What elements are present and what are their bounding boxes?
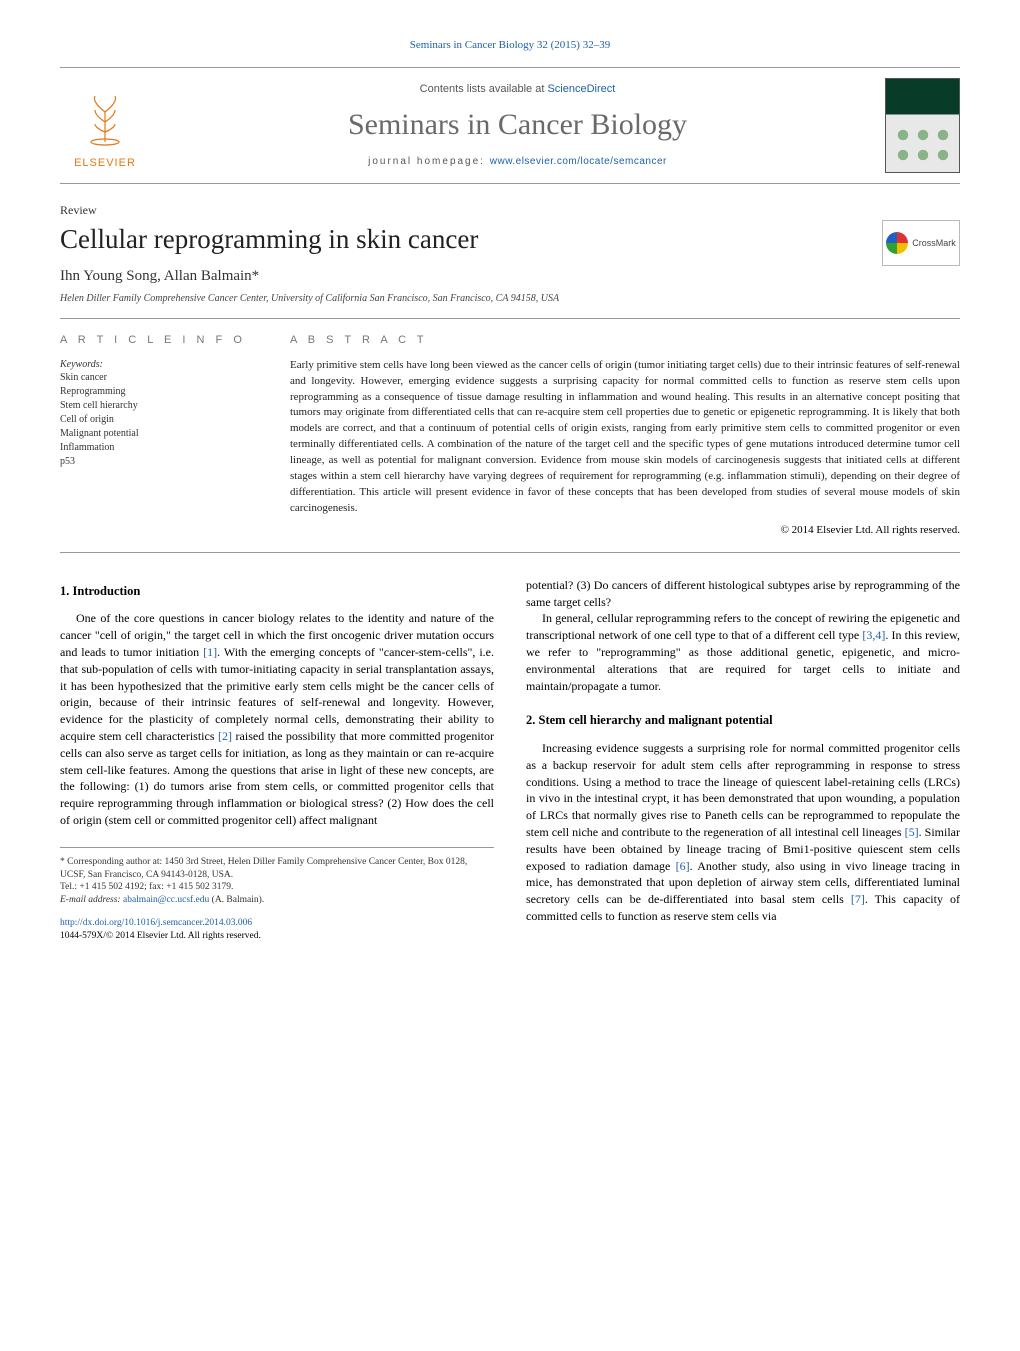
section-heading-intro: 1. Introduction	[60, 583, 494, 601]
abstract-text: Early primitive stem cells have long bee…	[290, 358, 960, 517]
affiliation: Helen Diller Family Comprehensive Cancer…	[60, 292, 960, 319]
journal-reference: Seminars in Cancer Biology 32 (2015) 32–…	[60, 38, 960, 53]
email-link[interactable]: abalmain@cc.ucsf.edu	[123, 895, 209, 905]
journal-name: Seminars in Cancer Biology	[160, 105, 875, 146]
left-column: 1. Introduction One of the core question…	[60, 577, 494, 944]
homepage-prefix: journal homepage:	[368, 156, 490, 167]
abstract-block: A B S T R A C T Early primitive stem cel…	[290, 333, 960, 538]
keyword: Skin cancer	[60, 371, 260, 385]
doi-link[interactable]: http://dx.doi.org/10.1016/j.semcancer.20…	[60, 918, 252, 928]
corresponding-author: * Corresponding author at: 1450 3rd Stre…	[60, 856, 494, 882]
journal-cover-thumbnail	[885, 78, 960, 173]
footnotes-block: * Corresponding author at: 1450 3rd Stre…	[60, 847, 494, 907]
keyword: p53	[60, 455, 260, 469]
keyword: Stem cell hierarchy	[60, 399, 260, 413]
crossmark-icon	[886, 232, 908, 254]
keyword: Cell of origin	[60, 413, 260, 427]
abstract-label: A B S T R A C T	[290, 333, 960, 348]
body-paragraph: potential? (3) Do cancers of different h…	[526, 577, 960, 611]
contents-available-line: Contents lists available at ScienceDirec…	[160, 82, 875, 97]
elsevier-tree-icon	[77, 92, 133, 156]
body-paragraph: One of the core questions in cancer biol…	[60, 610, 494, 828]
crossmark-badge[interactable]: CrossMark	[882, 220, 960, 266]
article-info-label: A R T I C L E I N F O	[60, 333, 260, 348]
citation-link[interactable]: [2]	[218, 729, 232, 743]
article-type: Review	[60, 202, 960, 218]
keyword: Malignant potential	[60, 427, 260, 441]
crossmark-label: CrossMark	[912, 237, 956, 249]
abstract-copyright: © 2014 Elsevier Ltd. All rights reserved…	[290, 523, 960, 538]
citation-link[interactable]: [5]	[905, 825, 919, 839]
authors: Ihn Young Song, Allan Balmain*	[60, 266, 960, 286]
keyword: Inflammation	[60, 441, 260, 455]
article-info-block: A R T I C L E I N F O Keywords: Skin can…	[60, 333, 260, 538]
body-paragraph: In general, cellular reprogramming refer…	[526, 610, 960, 694]
journal-header-band: ELSEVIER Contents lists available at Sci…	[60, 67, 960, 184]
publisher-name: ELSEVIER	[74, 156, 136, 171]
issn-copyright: 1044-579X/© 2014 Elsevier Ltd. All right…	[60, 930, 494, 943]
tel-fax: Tel.: +1 415 502 4192; fax: +1 415 502 3…	[60, 881, 494, 894]
article-title: Cellular reprogramming in skin cancer	[60, 221, 478, 257]
keywords-list: Skin cancer Reprogramming Stem cell hier…	[60, 371, 260, 469]
keyword: Reprogramming	[60, 385, 260, 399]
elsevier-logo: ELSEVIER	[60, 80, 150, 170]
journal-homepage-line: journal homepage: www.elsevier.com/locat…	[160, 155, 875, 169]
body-paragraph: Increasing evidence suggests a surprisin…	[526, 740, 960, 925]
body-columns: 1. Introduction One of the core question…	[60, 577, 960, 944]
citation-link[interactable]: [1]	[203, 645, 217, 659]
contents-prefix: Contents lists available at	[420, 83, 548, 95]
citation-link[interactable]: [6]	[676, 859, 690, 873]
journal-homepage-link[interactable]: www.elsevier.com/locate/semcancer	[490, 156, 667, 167]
citation-link[interactable]: [7]	[851, 892, 865, 906]
sciencedirect-link[interactable]: ScienceDirect	[547, 83, 615, 95]
email-line: E-mail address: abalmain@cc.ucsf.edu (A.…	[60, 894, 494, 907]
footer-block: http://dx.doi.org/10.1016/j.semcancer.20…	[60, 917, 494, 944]
right-column: potential? (3) Do cancers of different h…	[526, 577, 960, 944]
citation-link[interactable]: [3,4]	[862, 628, 885, 642]
keywords-label: Keywords:	[60, 358, 260, 372]
section-heading-stem: 2. Stem cell hierarchy and malignant pot…	[526, 712, 960, 730]
